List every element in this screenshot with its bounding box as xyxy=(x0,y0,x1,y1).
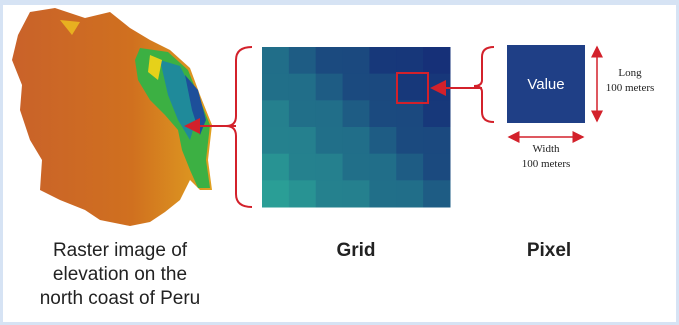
grid-cell xyxy=(316,74,343,101)
grid-cell xyxy=(289,154,316,181)
grid-caption: Grid xyxy=(336,240,375,261)
grid-cell xyxy=(316,47,343,74)
grid-cell xyxy=(343,154,370,181)
grid-cell xyxy=(369,100,396,127)
grid-cell xyxy=(343,47,370,74)
map-caption: elevation on the xyxy=(53,264,187,285)
grid-cell xyxy=(369,47,396,74)
grid-cell xyxy=(262,180,289,207)
map-caption: north coast of Peru xyxy=(40,288,201,309)
grid-cell xyxy=(369,127,396,154)
grid-cell xyxy=(289,100,316,127)
grid-cell xyxy=(262,74,289,101)
grid-cell xyxy=(289,127,316,154)
grid-cell xyxy=(423,154,450,181)
grid-cell xyxy=(316,154,343,181)
diagram: Value Long 100 meters Width 100 meters R… xyxy=(0,0,679,325)
grid-cell xyxy=(289,47,316,74)
height-label: 100 meters xyxy=(606,82,655,94)
grid-cell xyxy=(423,47,450,74)
raster-grid xyxy=(262,47,451,208)
grid-cell xyxy=(343,74,370,101)
grid-cell xyxy=(369,180,396,207)
grid-cell xyxy=(423,180,450,207)
grid-cell xyxy=(396,180,423,207)
grid-cell xyxy=(423,100,450,127)
grid-cell xyxy=(396,100,423,127)
width-label: Width xyxy=(532,143,560,155)
map-caption: Raster image of xyxy=(53,240,188,261)
grid-cell xyxy=(262,154,289,181)
pixel-value: Value xyxy=(527,76,564,93)
grid-cell xyxy=(343,127,370,154)
width-label: 100 meters xyxy=(522,158,571,170)
height-label: Long xyxy=(618,67,642,79)
grid-cell xyxy=(396,47,423,74)
grid-cell xyxy=(316,180,343,207)
grid-cell xyxy=(369,74,396,101)
grid-cell xyxy=(289,180,316,207)
grid-cell xyxy=(316,100,343,127)
grid-cell xyxy=(262,127,289,154)
grid-cell xyxy=(396,74,423,101)
grid-cell xyxy=(396,127,423,154)
grid-cell xyxy=(289,74,316,101)
grid-cell xyxy=(343,100,370,127)
grid-cell xyxy=(316,127,343,154)
grid-cell xyxy=(369,154,396,181)
grid-cell xyxy=(262,47,289,74)
grid-cell xyxy=(423,127,450,154)
page: Value Long 100 meters Width 100 meters R… xyxy=(0,0,679,325)
pixel-caption: Pixel xyxy=(527,240,571,261)
grid-cell xyxy=(262,100,289,127)
grid-cell xyxy=(343,180,370,207)
grid-cell xyxy=(396,154,423,181)
